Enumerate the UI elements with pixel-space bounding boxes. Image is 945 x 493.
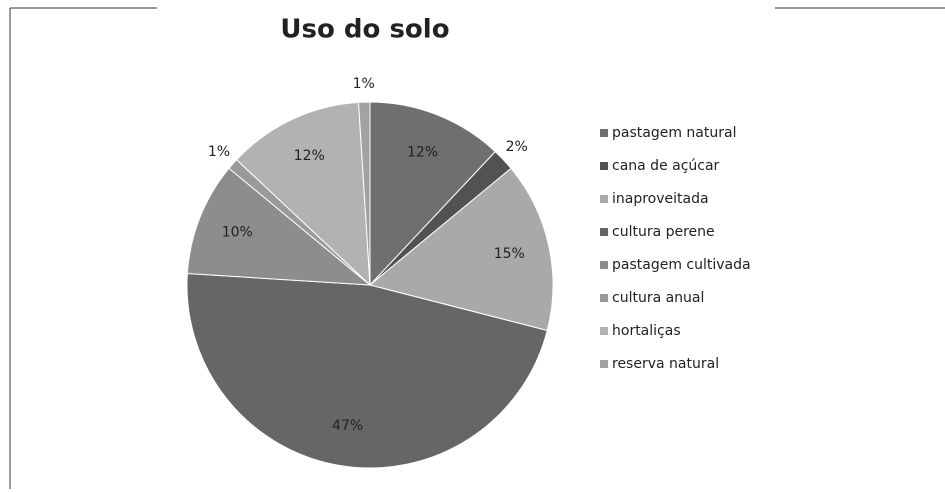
legend-label: reserva natural (612, 356, 719, 372)
pie-slice (357, 101, 371, 286)
legend-swatch (600, 261, 608, 269)
pie-slice (235, 101, 371, 287)
data-label: 47% (332, 418, 363, 434)
pie-slice (369, 101, 496, 287)
legend-swatch (600, 195, 608, 203)
pie-slice (368, 167, 554, 332)
legend-label: inaproveitada (612, 191, 709, 207)
legend-swatch (600, 327, 608, 335)
data-label: 10% (222, 224, 253, 240)
legend-label: cana de açúcar (612, 158, 720, 174)
legend-label: hortaliças (612, 323, 681, 339)
legend-swatch (600, 129, 608, 137)
pie-slice (186, 167, 372, 286)
legend-label: cultura perene (612, 224, 715, 240)
pie-slice (186, 272, 548, 469)
data-label: 1% (353, 76, 375, 92)
data-label: 12% (294, 148, 325, 164)
data-label: 2% (506, 139, 528, 155)
legend-swatch (600, 294, 608, 302)
legend-label: pastagem natural (612, 125, 736, 141)
legend-label: cultura anual (612, 290, 704, 306)
data-label: 1% (208, 144, 230, 160)
chart-title: Uso do solo (280, 15, 449, 45)
legend-swatch (600, 162, 608, 170)
data-label: 12% (407, 144, 438, 160)
legend-swatch (600, 228, 608, 236)
data-label: 15% (494, 246, 525, 262)
legend-swatch (600, 360, 608, 368)
legend-label: pastagem cultivada (612, 257, 751, 273)
